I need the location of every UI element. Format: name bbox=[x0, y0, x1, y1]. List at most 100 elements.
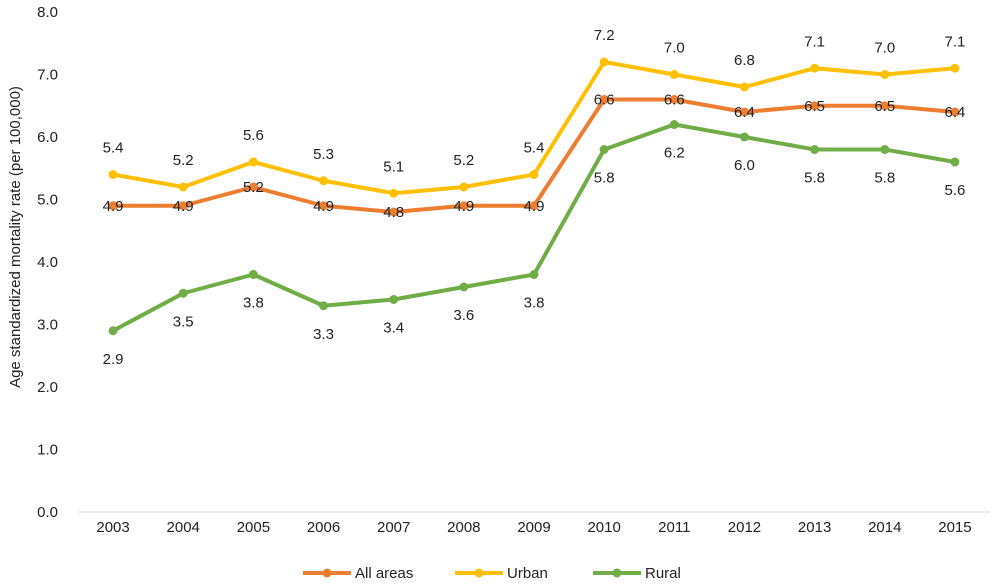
legend-swatch-marker bbox=[474, 568, 484, 578]
data-label: 6.6 bbox=[594, 92, 615, 109]
data-label: 3.8 bbox=[243, 295, 264, 312]
x-tick-label: 2009 bbox=[517, 519, 550, 536]
legend-label: Rural bbox=[645, 565, 681, 582]
y-tick-label: 7.0 bbox=[37, 67, 58, 84]
data-point bbox=[739, 82, 749, 92]
data-point bbox=[248, 157, 258, 167]
data-label: 5.3 bbox=[313, 146, 334, 163]
data-point bbox=[529, 270, 539, 279]
data-point bbox=[669, 95, 679, 104]
y-tick-label: 4.0 bbox=[37, 254, 58, 271]
data-point bbox=[599, 57, 609, 67]
data-label: 5.2 bbox=[243, 179, 264, 196]
data-label: 5.2 bbox=[173, 152, 194, 169]
data-point bbox=[529, 170, 539, 179]
data-point bbox=[459, 182, 469, 192]
data-label: 5.8 bbox=[594, 170, 615, 187]
data-point bbox=[880, 145, 890, 154]
data-point bbox=[178, 201, 188, 211]
data-label: 6.5 bbox=[874, 98, 895, 115]
data-point bbox=[529, 201, 539, 211]
data-point bbox=[669, 120, 679, 129]
data-label: 3.8 bbox=[524, 295, 545, 312]
y-tick-label: 0.0 bbox=[37, 504, 58, 521]
data-point bbox=[810, 63, 820, 73]
data-label: 3.5 bbox=[173, 313, 194, 330]
x-tick-label: 2012 bbox=[728, 519, 761, 536]
data-point bbox=[739, 132, 749, 142]
data-point bbox=[178, 288, 188, 298]
data-point bbox=[108, 326, 118, 336]
data-point bbox=[389, 295, 399, 304]
data-label: 5.8 bbox=[874, 170, 895, 187]
x-tick-label: 2013 bbox=[798, 519, 831, 536]
data-point bbox=[319, 301, 329, 311]
data-label: 3.3 bbox=[313, 326, 334, 343]
data-point bbox=[389, 188, 399, 198]
data-label: 4.9 bbox=[313, 198, 334, 215]
data-point bbox=[950, 63, 960, 73]
x-tick-label: 2003 bbox=[96, 519, 129, 536]
data-point bbox=[599, 145, 609, 154]
data-point bbox=[669, 70, 679, 79]
y-tick-label: 3.0 bbox=[37, 317, 58, 334]
data-label: 7.1 bbox=[804, 33, 825, 50]
x-tick-label: 2006 bbox=[307, 519, 340, 536]
data-label: 3.6 bbox=[453, 307, 474, 324]
y-axis-title: Age standardized mortality rate (per 100… bbox=[7, 86, 24, 388]
legend-label: All areas bbox=[355, 565, 413, 582]
x-tick-label: 2007 bbox=[377, 519, 410, 536]
data-point bbox=[319, 176, 329, 186]
data-label: 5.1 bbox=[383, 158, 404, 175]
data-label: 5.6 bbox=[944, 182, 965, 199]
data-point bbox=[880, 70, 890, 79]
data-point bbox=[950, 107, 960, 117]
data-point bbox=[599, 95, 609, 104]
x-tick-label: 2011 bbox=[658, 519, 690, 536]
x-tick-label: 2004 bbox=[167, 519, 200, 536]
data-label: 5.6 bbox=[243, 127, 264, 144]
data-point bbox=[248, 182, 258, 192]
data-point bbox=[459, 201, 469, 211]
data-label: 2.9 bbox=[103, 351, 124, 368]
data-point bbox=[950, 157, 960, 167]
data-label: 4.9 bbox=[173, 198, 194, 215]
data-label: 6.5 bbox=[804, 98, 825, 115]
data-label: 4.9 bbox=[103, 198, 124, 215]
data-point bbox=[880, 101, 890, 111]
legend-item-urban: Urban bbox=[455, 565, 548, 582]
data-label: 5.4 bbox=[103, 140, 124, 157]
x-tick-label: 2015 bbox=[938, 519, 971, 536]
data-point bbox=[810, 101, 820, 111]
data-point bbox=[178, 182, 188, 192]
data-label: 4.9 bbox=[453, 198, 474, 215]
y-tick-label: 2.0 bbox=[37, 379, 58, 396]
data-point bbox=[739, 107, 749, 117]
legend-item-rural: Rural bbox=[593, 565, 681, 582]
data-label: 5.2 bbox=[453, 152, 474, 169]
data-point bbox=[810, 145, 820, 154]
data-label: 7.2 bbox=[594, 27, 615, 44]
data-point bbox=[319, 201, 329, 211]
data-label: 5.8 bbox=[804, 170, 825, 187]
y-tick-label: 1.0 bbox=[37, 442, 58, 459]
x-tick-label: 2005 bbox=[237, 519, 270, 536]
data-label: 4.9 bbox=[524, 198, 545, 215]
data-label: 3.4 bbox=[383, 320, 404, 337]
data-label: 7.1 bbox=[944, 33, 965, 50]
y-tick-label: 5.0 bbox=[37, 192, 58, 209]
legend-swatch-marker bbox=[322, 568, 332, 578]
data-label: 4.8 bbox=[383, 204, 404, 221]
data-point bbox=[108, 170, 118, 179]
data-label: 6.2 bbox=[664, 145, 685, 162]
data-label: 7.0 bbox=[874, 40, 895, 57]
y-tick-label: 6.0 bbox=[37, 129, 58, 146]
data-label: 6.8 bbox=[734, 52, 755, 69]
legend-item-all-areas: All areas bbox=[303, 565, 413, 582]
x-tick-label: 2010 bbox=[587, 519, 620, 536]
x-tick-label: 2008 bbox=[447, 519, 480, 536]
data-label: 6.4 bbox=[734, 104, 755, 121]
data-point bbox=[389, 207, 399, 217]
